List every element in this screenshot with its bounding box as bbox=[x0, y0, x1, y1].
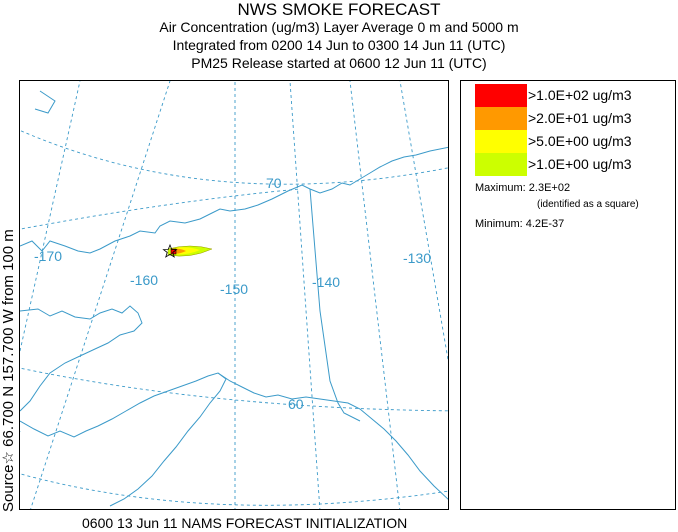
map-panel: -170 -160 -150 -140 -130 70 60 bbox=[19, 80, 449, 510]
gulf-coast bbox=[217, 372, 448, 500]
legend-swatch-orange bbox=[475, 107, 527, 130]
lat-label-70: 70 bbox=[266, 175, 282, 191]
legend-label-1: >1.0E+02 ug/m3 bbox=[528, 87, 632, 103]
longitude-line-160 bbox=[30, 81, 171, 509]
island-north bbox=[34, 90, 56, 114]
lat-label-60: 60 bbox=[288, 396, 304, 412]
integration-period: Integrated from 0200 14 Jun to 0300 14 J… bbox=[172, 37, 506, 53]
longitude-line-140 bbox=[289, 81, 321, 509]
initialization-label: 0600 13 Jun 11 NAMS FORECAST INITIALIZAT… bbox=[82, 515, 408, 531]
latitude-line-75 bbox=[20, 129, 448, 185]
lon-label-160: -160 bbox=[130, 272, 158, 288]
smoke-plume bbox=[162, 243, 213, 258]
peninsula-coast bbox=[20, 372, 227, 507]
lon-label-130: -130 bbox=[403, 250, 431, 266]
lon-label-170: -170 bbox=[34, 248, 62, 264]
concentration-subtitle: Air Concentration (ug/m3) Layer Average … bbox=[159, 19, 519, 35]
legend-panel: >1.0E+02 ug/m3 >2.0E+01 ug/m3 >5.0E+00 u… bbox=[460, 80, 676, 510]
latitude-line-65 bbox=[20, 367, 448, 412]
longitude-line-135 bbox=[349, 81, 401, 509]
minimum-value: Minimum: 4.2E-37 bbox=[475, 218, 565, 230]
legend-label-2: >2.0E+01 ug/m3 bbox=[528, 110, 632, 126]
lon-label-150: -150 bbox=[220, 281, 248, 297]
latitude-line-70a bbox=[20, 188, 301, 230]
legend-label-3: >5.0E+00 ug/m3 bbox=[528, 133, 632, 149]
border-line bbox=[309, 188, 361, 422]
west-coast bbox=[20, 305, 143, 412]
maximum-note: (identified as a square) bbox=[537, 199, 639, 210]
release-info: PM25 Release started at 0600 12 Jun 11 (… bbox=[191, 55, 487, 71]
legend-swatch-yellow bbox=[475, 130, 527, 153]
star-icon bbox=[162, 243, 178, 258]
longitude-line-130 bbox=[399, 81, 448, 363]
maximum-value: Maximum: 2.3E+02 bbox=[475, 182, 571, 194]
legend-label-4: >1.0E+00 ug/m3 bbox=[528, 156, 632, 172]
lon-label-140: -140 bbox=[312, 274, 340, 290]
source-location-label: Source☆ 66.700 N 157.700 W from 100 m bbox=[0, 229, 17, 512]
graticule-labels: -170 -160 -150 -140 -130 70 60 bbox=[34, 175, 431, 412]
latitude-line-60 bbox=[20, 473, 448, 506]
arctic-coast-east bbox=[309, 146, 448, 194]
longitude-line-170 bbox=[20, 81, 81, 352]
graticule bbox=[20, 81, 448, 509]
forecast-title: NWS SMOKE FORECAST bbox=[237, 0, 441, 19]
us-canada-border bbox=[309, 188, 361, 422]
alaska-map: -170 -160 -150 -140 -130 70 60 bbox=[20, 81, 448, 509]
coastline bbox=[20, 90, 448, 507]
arctic-coast-west bbox=[20, 184, 311, 254]
legend-swatch-lime bbox=[475, 153, 527, 176]
legend-swatch-red bbox=[475, 84, 527, 107]
